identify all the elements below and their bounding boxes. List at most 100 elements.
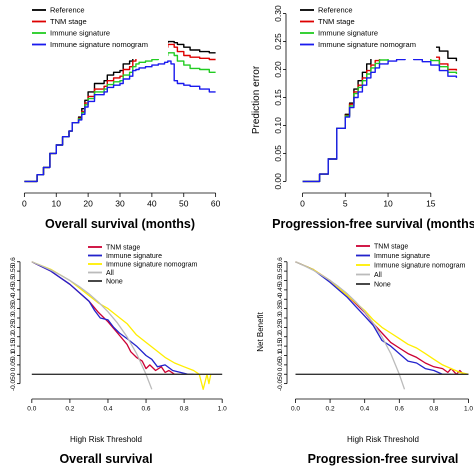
y-tick-label: 0.1 — [10, 351, 17, 360]
y-tick-label: 0.15 — [277, 339, 284, 352]
x-tick-label: 5 — [343, 199, 348, 209]
y-axis: -0.0500.050.10.150.20.250.30.350.40.450.… — [277, 257, 288, 391]
x-tick-label: 0.6 — [395, 406, 404, 413]
y-tick-label: 0.2 — [10, 332, 17, 341]
x-axis-label: High Risk Threshold — [70, 435, 142, 444]
x-tick-label: 1.0 — [464, 406, 473, 413]
y-tick-label: 0.35 — [277, 302, 284, 315]
panel-pfs-dca: -0.0500.050.10.150.20.250.30.350.40.450.… — [256, 240, 474, 466]
y-tick-label: 0.30 — [273, 5, 283, 22]
legend: Reference TNM stage Immune signature Immune… — [28, 3, 168, 59]
y-tick-label: 0.2 — [277, 332, 284, 341]
y-tick-label: 0.6 — [10, 257, 17, 266]
y-tick-label: 0.25 — [10, 321, 17, 334]
series-line-immune-signature-nomogram — [295, 261, 469, 375]
x-axis-label: High Risk Threshold — [347, 435, 419, 444]
x-axis: 0 5 10 15 Progression-free survival (months… — [272, 192, 474, 231]
y-tick-label: 0.45 — [277, 283, 284, 296]
x-tick-label: 0 — [22, 199, 27, 209]
legend-box — [352, 240, 474, 292]
legend-label-tnm-stage: TNM stage — [318, 17, 355, 26]
y-tick-label: -0.05 — [10, 376, 17, 391]
panel-overall-survival-error: 0 10 20 30 40 50 60 Overall survival (months) … — [22, 3, 221, 231]
legend-label-reference: Reference — [318, 6, 353, 15]
series-lines — [295, 261, 469, 390]
panel-title: Progression-free survival — [308, 452, 459, 466]
x-tick-label: 0.8 — [180, 406, 189, 413]
series-line-immune-signature — [302, 53, 458, 183]
legend-label-immune-signature-nomogram: Immune signature nomogram — [318, 40, 416, 49]
y-tick-label: 0.25 — [277, 321, 284, 334]
x-tick-label: 0.0 — [27, 406, 36, 413]
y-tick-label: 0.05 — [10, 358, 17, 371]
x-tick-label: 30 — [115, 199, 125, 209]
y-tick-label: 0 — [277, 372, 284, 376]
series-line-immune-signature-nomogram — [302, 57, 458, 183]
legend-label-immune-signature: Immune signature — [106, 253, 162, 260]
y-tick-label: 0.55 — [10, 264, 17, 277]
series-line-all — [31, 261, 153, 390]
series-line-reference — [24, 40, 216, 183]
y-axis-label: Net Benefit — [256, 311, 265, 351]
series-line-immune-signature-nomogram — [31, 261, 212, 390]
x-tick-label: 0.4 — [103, 406, 112, 413]
y-tick-label: 0.10 — [273, 117, 283, 134]
x-tick-label: 0.8 — [429, 406, 438, 413]
y-tick-label: 0.15 — [273, 89, 283, 106]
y-tick-label: 0.3 — [10, 313, 17, 322]
series-lines — [31, 261, 223, 390]
x-tick-label: 0.0 — [291, 406, 300, 413]
x-tick-label: 10 — [52, 199, 62, 209]
y-tick-label: 0.20 — [273, 61, 283, 78]
y-tick-label: 0.15 — [10, 339, 17, 352]
x-axis: 0 10 20 30 40 50 60 Overall survival (months) — [22, 192, 221, 231]
legend-label-reference: Reference — [50, 6, 85, 15]
panel-pfs-error: 0.00 0.05 0.10 0.15 0.20 0.25 0.30 Prediction … — [251, 3, 474, 231]
y-tick-label: 0.3 — [277, 313, 284, 322]
y-tick-label: 0.05 — [273, 145, 283, 162]
legend-label-tnm-stage: TNM stage — [50, 17, 87, 26]
series-line-immune-signature-nomogram — [24, 60, 216, 183]
y-tick-label: 0.00 — [273, 173, 283, 190]
x-tick-label: 10 — [383, 199, 393, 209]
x-tick-label: 0.2 — [326, 406, 335, 413]
y-tick-label: 0.05 — [277, 358, 284, 371]
x-tick-label: 20 — [83, 199, 93, 209]
x-axis: 0.0 0.2 0.4 0.6 0.8 1.0 — [27, 398, 227, 413]
legend-label-none: None — [374, 282, 391, 289]
y-tick-label: 0.35 — [10, 302, 17, 315]
series-lines — [24, 40, 216, 183]
x-tick-label: 50 — [179, 199, 189, 209]
x-tick-label: 15 — [426, 199, 436, 209]
series-line-immune-signature — [295, 261, 452, 375]
legend-label-immune-signature-nomogram: Immune signature nomogram — [374, 263, 466, 270]
y-tick-label: 0.6 — [277, 257, 284, 266]
legend-label-tnm-stage: TNM stage — [106, 245, 140, 252]
series-lines — [302, 40, 458, 183]
series-line-immune-signature — [31, 261, 194, 375]
y-tick-label: 0 — [10, 372, 17, 376]
y-axis-label: Prediction error — [251, 65, 262, 134]
y-tick-label: 0.1 — [277, 351, 284, 360]
legend-box — [296, 3, 436, 59]
legend-box — [28, 3, 168, 59]
legend-label-immune-signature: Immune signature — [374, 253, 430, 260]
x-axis-label: Overall survival (months) — [45, 217, 195, 231]
y-axis: -0.0500.050.10.150.20.250.30.350.40.450.… — [10, 257, 21, 391]
legend-label-all: All — [106, 270, 114, 277]
legend: Reference TNM stage Immune signature Immune… — [296, 3, 436, 59]
x-axis: 0.0 0.2 0.4 0.6 0.8 1.0 — [291, 398, 473, 413]
x-tick-label: 40 — [147, 199, 157, 209]
x-tick-label: 0.4 — [360, 406, 369, 413]
y-tick-label: 0.5 — [277, 276, 284, 285]
x-tick-label: 1.0 — [218, 406, 227, 413]
legend-label-all: All — [374, 272, 382, 279]
x-tick-label: 60 — [211, 199, 221, 209]
panel-title: Overall survival — [59, 452, 152, 466]
legend-label-none: None — [106, 279, 123, 286]
y-tick-label: 0.55 — [277, 264, 284, 277]
legend-box — [82, 240, 230, 272]
x-tick-label: 0 — [300, 199, 305, 209]
